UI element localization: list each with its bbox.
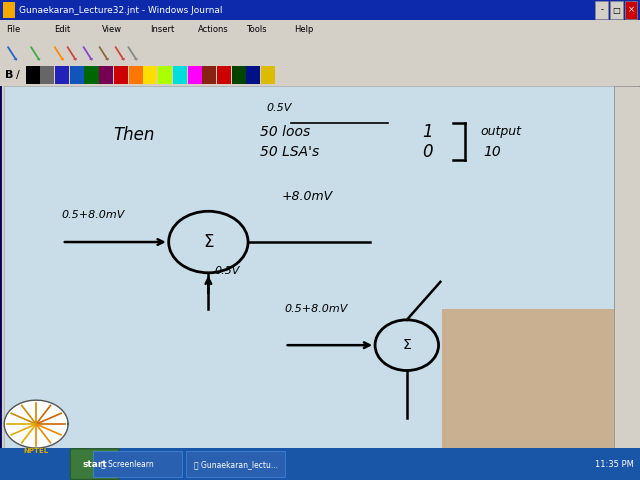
Text: output: output	[480, 125, 521, 138]
Bar	[217, 66, 231, 84]
FancyArrow shape	[30, 46, 40, 61]
Bar	[70, 66, 84, 84]
Text: 11:35 PM: 11:35 PM	[595, 460, 634, 468]
Text: 50 loos: 50 loos	[260, 125, 310, 139]
Text: -: -	[600, 6, 603, 14]
Bar	[40, 66, 54, 84]
Text: Σ: Σ	[403, 338, 411, 352]
Bar	[610, 1, 623, 19]
FancyArrow shape	[54, 46, 64, 61]
Bar	[614, 86, 640, 448]
Bar	[55, 66, 69, 84]
Bar	[0, 20, 640, 39]
FancyArrow shape	[67, 46, 77, 61]
Bar	[0, 39, 640, 63]
Text: 0.5+8.0mV: 0.5+8.0mV	[285, 304, 348, 314]
Bar	[186, 451, 285, 477]
Text: File: File	[6, 25, 20, 34]
Bar	[0, 448, 640, 480]
FancyArrow shape	[99, 46, 109, 61]
Text: 0.5+8.0mV: 0.5+8.0mV	[62, 210, 125, 220]
Bar	[0, 63, 640, 86]
Bar	[26, 66, 40, 84]
Text: 50 LSA's: 50 LSA's	[260, 144, 319, 158]
FancyArrow shape	[7, 46, 17, 61]
Text: Tools: Tools	[246, 25, 267, 34]
Text: 1: 1	[422, 123, 433, 141]
Bar	[202, 66, 216, 84]
Bar	[625, 1, 637, 19]
Bar	[173, 66, 187, 84]
Text: Then: Then	[114, 126, 155, 144]
Circle shape	[4, 400, 68, 448]
Bar	[3, 2, 15, 18]
FancyArrow shape	[115, 46, 125, 61]
Text: NPTEL: NPTEL	[24, 447, 49, 454]
Bar	[232, 66, 246, 84]
Bar	[4, 86, 614, 448]
Bar	[0, 0, 640, 20]
FancyBboxPatch shape	[70, 449, 119, 480]
Text: ×: ×	[628, 6, 634, 14]
Text: B: B	[5, 70, 13, 80]
Text: start: start	[83, 460, 107, 468]
Bar	[158, 66, 172, 84]
Bar	[114, 66, 128, 84]
Bar	[246, 66, 260, 84]
Bar	[261, 66, 275, 84]
Text: Actions: Actions	[198, 25, 229, 34]
Bar	[99, 66, 113, 84]
Bar	[595, 1, 608, 19]
Text: 0.5V: 0.5V	[266, 103, 292, 113]
Text: □: □	[612, 6, 620, 14]
Bar	[93, 451, 182, 477]
Text: +8.0mV: +8.0mV	[282, 190, 333, 204]
Bar	[143, 66, 157, 84]
FancyArrow shape	[83, 46, 93, 61]
Bar	[84, 66, 99, 84]
Text: Edit: Edit	[54, 25, 70, 34]
Bar	[188, 66, 202, 84]
Text: Help: Help	[294, 25, 314, 34]
Text: 📄 Screenlearn: 📄 Screenlearn	[101, 460, 154, 468]
Bar	[442, 309, 614, 448]
Text: 0.5V: 0.5V	[214, 266, 240, 276]
FancyArrow shape	[127, 46, 138, 61]
Text: 10: 10	[483, 144, 501, 158]
Text: Gunaekaran_Lecture32.jnt - Windows Journal: Gunaekaran_Lecture32.jnt - Windows Journ…	[19, 6, 223, 14]
Text: 📄 Gunaekaran_lectu...: 📄 Gunaekaran_lectu...	[194, 460, 278, 468]
Text: Insert: Insert	[150, 25, 175, 34]
Text: View: View	[102, 25, 122, 34]
Text: Σ: Σ	[203, 233, 214, 251]
Text: /: /	[16, 70, 20, 80]
Bar	[129, 66, 143, 84]
Text: 0: 0	[422, 143, 433, 160]
